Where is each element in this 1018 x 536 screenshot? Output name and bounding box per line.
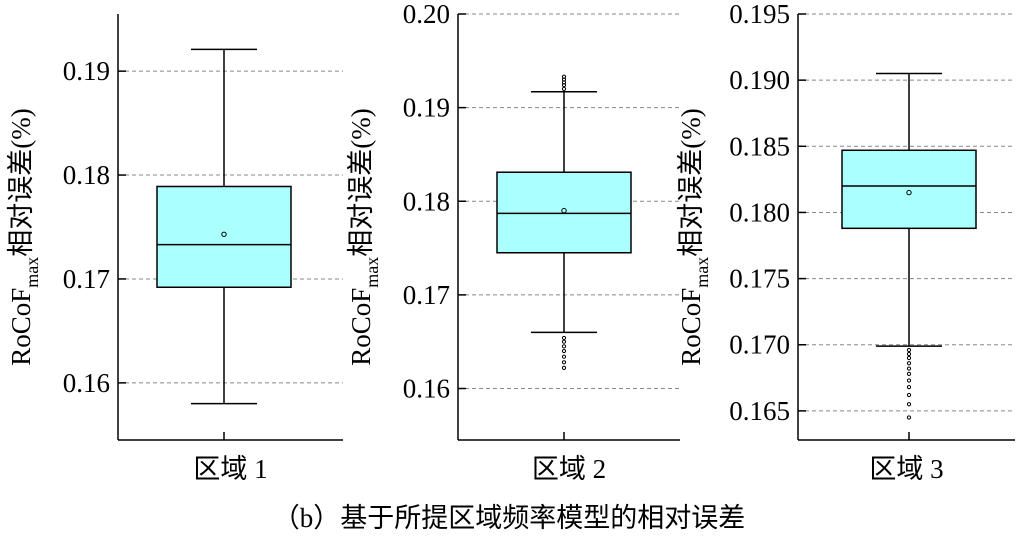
y-axis-label-sub: max (22, 257, 42, 288)
outlier-point (561, 335, 567, 341)
outlier-point (561, 354, 567, 359)
y-axis-label-sub: max (692, 257, 712, 288)
y-axis-label-sub: max (362, 257, 382, 288)
outlier-point (906, 402, 912, 407)
outlier-point (561, 365, 567, 371)
y-tick-label: 0.180 (729, 197, 790, 227)
outlier-point (906, 351, 912, 357)
outlier-point (906, 347, 912, 353)
mean-marker (906, 189, 912, 196)
outlier-point (906, 378, 912, 383)
y-tick-label: 0.175 (729, 264, 790, 294)
y-tick-label: 0.19 (403, 93, 450, 123)
x-category-label: 区域 2 (532, 454, 606, 484)
y-axis-label-rest: 相对误差(%) (6, 108, 36, 256)
y-axis-label-rest: 相对误差(%) (346, 108, 376, 256)
outlier-point (906, 361, 912, 366)
y-tick-label: 0.20 (403, 0, 450, 29)
outlier-point (561, 339, 567, 344)
y-tick-label: 0.190 (729, 65, 790, 95)
boxplot-panel-1: 0.16 0.17 0.18 0.19 区域 1 RoCoFmax相对误差(%) (6, 14, 343, 484)
y-tick-label: 0.170 (729, 330, 790, 360)
y-tick-label: 0.18 (403, 186, 450, 216)
boxplot-panel-2: 0.16 0.17 0.18 0.19 0.20 区域 2 RoCoFmax相对误差(%) (346, 0, 680, 484)
x-category-label: 区域 1 (193, 454, 267, 484)
y-axis-label-main: RoCoF (6, 288, 36, 366)
mean-marker (221, 231, 227, 237)
y-axis-label: RoCoFmax相对误差(%) (676, 108, 712, 366)
y-tick-label: 0.17 (403, 280, 450, 310)
outlier-point (906, 371, 912, 376)
y-tick-label: 0.19 (63, 56, 110, 86)
y-tick-label: 0.165 (729, 396, 790, 426)
outlier-point (906, 415, 912, 420)
x-category-label: 区域 3 (869, 454, 943, 484)
outlier-point (561, 74, 567, 79)
y-tick-label: 0.18 (63, 160, 110, 190)
y-axis-label-main: RoCoF (676, 288, 706, 366)
y-tick-label: 0.185 (729, 131, 790, 161)
y-axis-label: RoCoFmax相对误差(%) (346, 108, 382, 366)
iqr-box (841, 149, 977, 230)
mean-marker (561, 207, 567, 214)
outlier-point (906, 366, 912, 371)
outlier-point (906, 384, 912, 390)
figure-caption: （b）基于所提区域频率模型的相对误差 (273, 503, 746, 533)
y-tick-label: 0.17 (63, 264, 110, 294)
outlier-point (561, 86, 567, 92)
y-axis-label-rest: 相对误差(%) (676, 108, 706, 256)
outlier-point (561, 348, 567, 354)
y-axis-label-main: RoCoF (346, 288, 376, 366)
y-tick-label: 0.16 (403, 374, 450, 404)
y-axis-label: RoCoFmax相对误差(%) (6, 108, 42, 366)
y-tick-label: 0.16 (63, 368, 110, 398)
outlier-point (906, 392, 912, 398)
outlier-point (906, 355, 912, 361)
boxplot-panel-3: 0.165 0.170 0.175 0.180 0.185 0.190 0.195 区域 3 R… (676, 0, 1015, 484)
outlier-point (561, 360, 567, 365)
y-tick-label: 0.195 (729, 0, 790, 29)
outlier-point (561, 344, 567, 349)
